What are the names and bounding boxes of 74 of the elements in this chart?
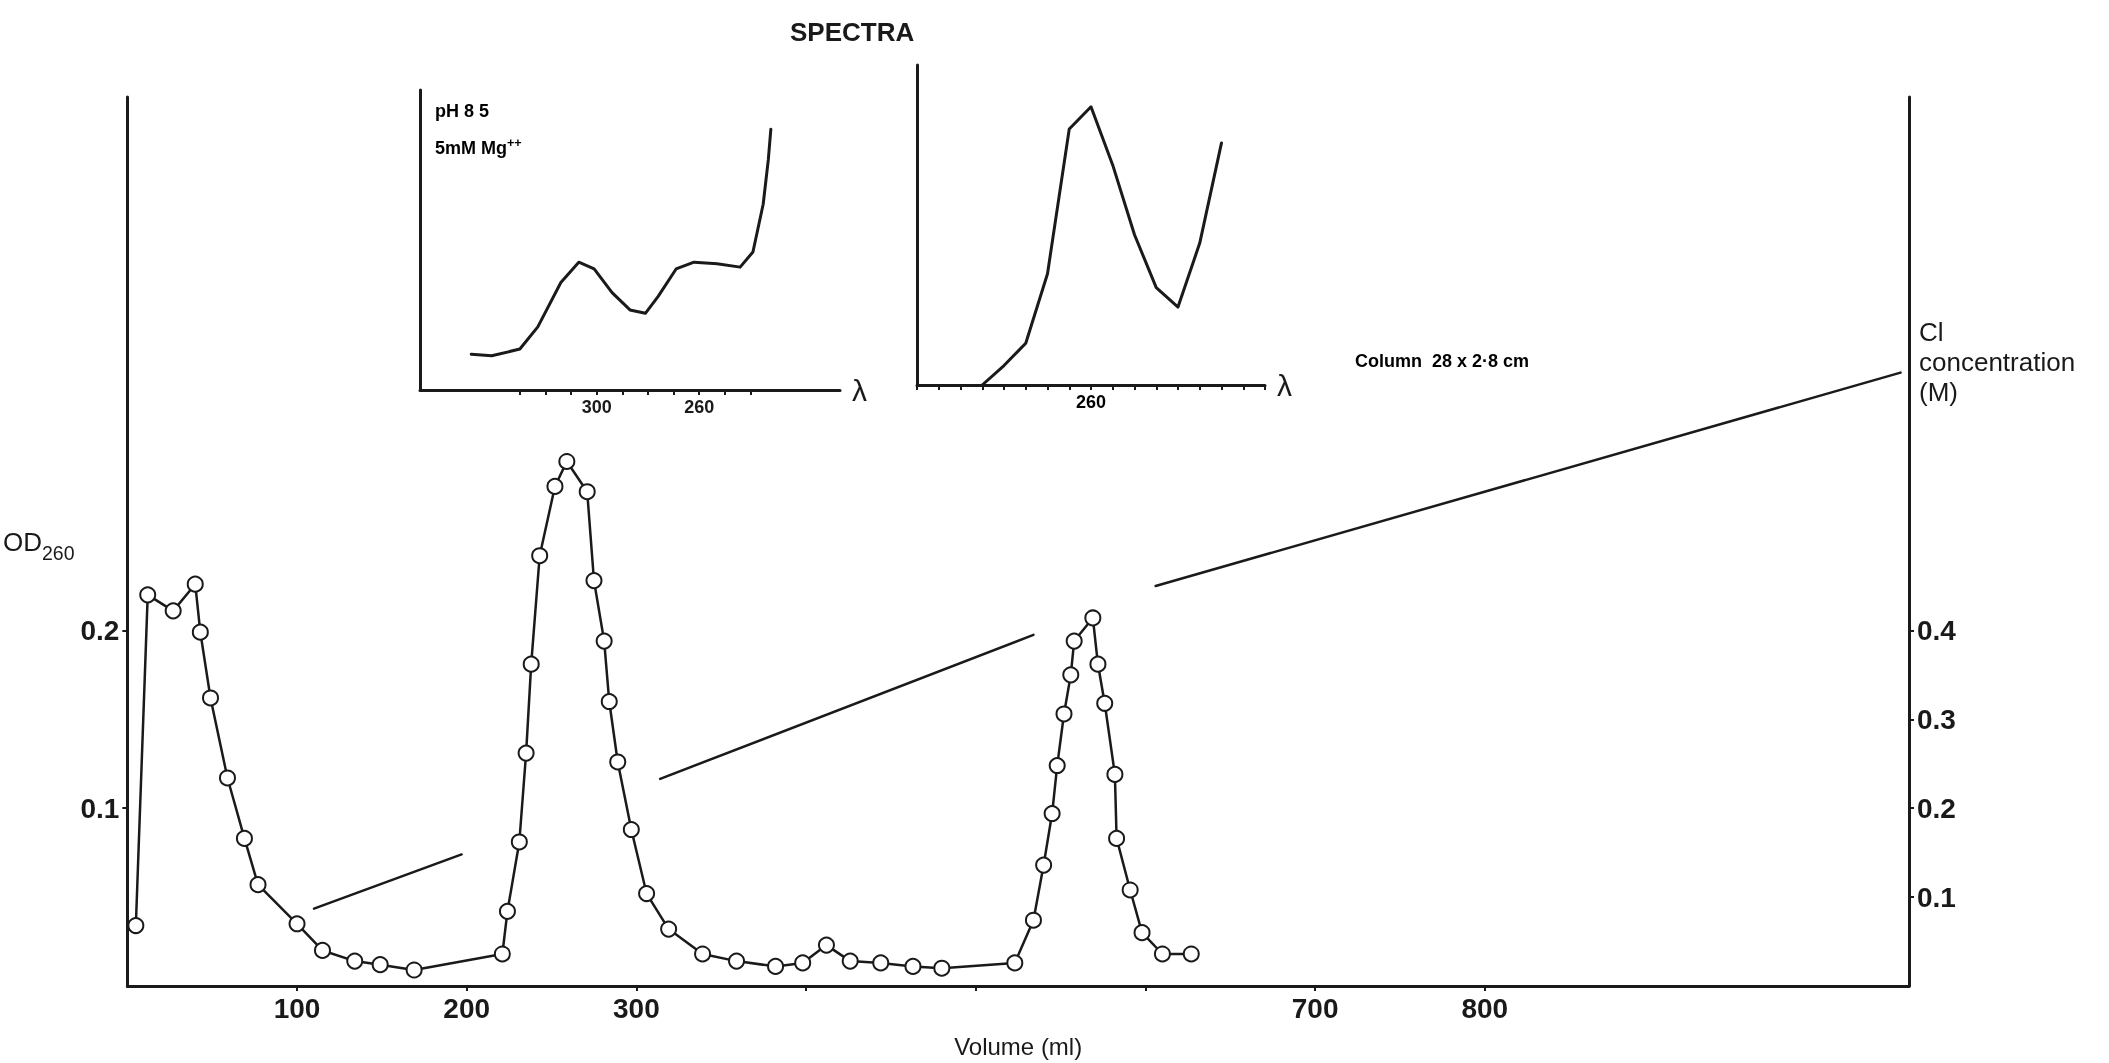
point — [218, 769, 236, 787]
point — [522, 655, 540, 673]
point — [1065, 632, 1083, 650]
x-axis-title: Volume (ml) — [954, 1032, 1083, 1060]
x-axis-title: λ — [852, 373, 867, 407]
point — [794, 954, 812, 972]
point — [1035, 856, 1053, 874]
point — [1106, 765, 1124, 783]
point — [1043, 805, 1061, 823]
point — [405, 961, 423, 979]
point — [1084, 609, 1102, 627]
point — [1006, 954, 1024, 972]
point — [585, 572, 603, 590]
point — [578, 483, 596, 501]
point — [314, 941, 331, 959]
x-tick-label: 300 — [581, 397, 612, 417]
point — [609, 753, 627, 771]
point — [1182, 945, 1200, 963]
x-tick-label: 700 — [1291, 992, 1339, 1024]
point — [371, 956, 389, 974]
point — [288, 915, 306, 933]
point — [164, 602, 182, 620]
y2-axis-title: Cl concentration (M) — [1919, 317, 2076, 407]
annotation: pH 8 5 — [435, 101, 490, 121]
point — [546, 477, 564, 495]
point — [817, 936, 835, 954]
point — [1153, 945, 1171, 963]
point — [1121, 881, 1139, 899]
point — [841, 952, 859, 970]
point — [1055, 705, 1073, 723]
annotation: 5mM Mg++ — [435, 135, 522, 158]
point — [660, 920, 678, 938]
point — [638, 885, 656, 903]
point — [498, 902, 516, 920]
y2-tick-label: 0.2 — [1917, 792, 1956, 824]
y2-tick-label: 0.3 — [1917, 703, 1956, 735]
point — [249, 876, 267, 894]
x-tick-label: 300 — [613, 992, 660, 1024]
y2-tick-label: 0.4 — [1917, 614, 1957, 646]
point — [694, 945, 712, 963]
point — [904, 957, 922, 975]
point — [1024, 911, 1042, 929]
point — [1048, 757, 1066, 775]
point — [346, 952, 364, 970]
point — [1133, 924, 1151, 942]
point — [1062, 666, 1080, 684]
point — [600, 693, 618, 711]
x-tick-label: 200 — [443, 992, 491, 1024]
point — [127, 917, 145, 935]
point — [202, 689, 219, 707]
point — [139, 586, 157, 604]
point — [558, 452, 576, 470]
point — [186, 575, 204, 593]
point — [622, 821, 640, 839]
point — [933, 959, 951, 977]
point — [191, 623, 209, 641]
point — [1089, 655, 1107, 673]
point — [510, 833, 528, 851]
point — [872, 954, 890, 972]
point — [1096, 694, 1114, 712]
point — [767, 957, 785, 975]
point — [531, 547, 549, 565]
point — [1108, 829, 1126, 847]
point — [493, 945, 511, 963]
x-tick-label: 800 — [1461, 992, 1509, 1024]
chart-title: SPECTRA — [790, 17, 915, 47]
x-axis-title: λ — [1277, 368, 1292, 402]
point — [728, 952, 746, 970]
annotation: Column 28 x 2·8 cm — [1355, 351, 1530, 371]
y2-tick-label: 0.1 — [1917, 881, 1956, 913]
point — [517, 744, 535, 762]
point — [235, 829, 253, 847]
point — [595, 632, 613, 650]
x-tick-label: 100 — [273, 992, 321, 1024]
